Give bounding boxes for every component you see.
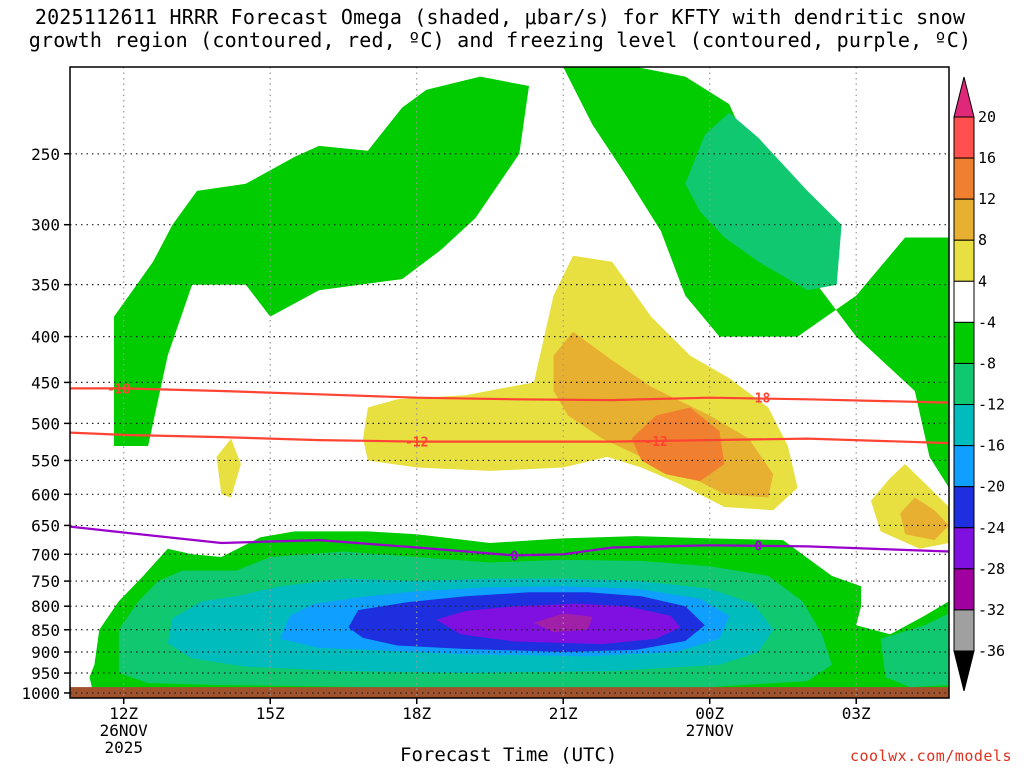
colorbar-label: -36: [978, 642, 1005, 660]
colorbar-swatch: [953, 116, 975, 159]
y-tick-label: 500: [31, 414, 60, 433]
colorbar-label: 20: [978, 108, 996, 126]
colorbar-label: 8: [978, 231, 987, 249]
x-tick-label: 00Z: [695, 704, 724, 723]
x-tick-sublabel: 2025: [104, 738, 143, 757]
chart-title-line2: growth region (contoured, red, ºC) and f…: [28, 28, 972, 52]
y-tick-label: 450: [31, 373, 60, 392]
y-tick-label: 900: [31, 643, 60, 662]
colorbar-swatch: [953, 404, 975, 447]
contour-label-minus12: -12: [644, 435, 667, 450]
colorbar-swatch: [953, 198, 975, 241]
colorbar-swatch: [953, 280, 975, 323]
y-tick-label: 350: [31, 276, 60, 295]
y-tick-label: 700: [31, 545, 60, 564]
omega-upper-right-green: [563, 67, 949, 488]
y-tick-label: 950: [31, 664, 60, 683]
omega-small-yellow: [216, 438, 241, 498]
omega-upper-left-green: [114, 76, 529, 446]
x-tick-label: 12Z: [109, 704, 138, 723]
credit-text: coolwx.com/models: [849, 747, 1012, 765]
x-tick-label: 03Z: [842, 704, 871, 723]
contour-label-minus12: -12: [405, 436, 428, 451]
colorbar-label: 12: [978, 190, 996, 208]
x-tick-label: 18Z: [402, 704, 431, 723]
omega-upper-teal: [685, 112, 842, 291]
omega-right-gold: [900, 497, 949, 541]
y-tick-label: 600: [31, 485, 60, 504]
omega-mid-orange: [631, 407, 725, 482]
chart-title-line1: 2025112611 HRRR Forecast Omega (shaded, …: [34, 5, 966, 29]
x-tick-label: 15Z: [256, 704, 285, 723]
temp-contour-line: [70, 387, 949, 404]
y-tick-label: 850: [31, 621, 60, 640]
colorbar-label: 4: [978, 272, 987, 290]
y-tick-label: 250: [31, 145, 60, 164]
colorbar-swatch: [953, 486, 975, 529]
colorbar-label: -4: [978, 313, 996, 331]
colorbar-swatch: [953, 445, 975, 488]
x-tick-label: 21Z: [549, 704, 578, 723]
colorbar-swatch: [953, 568, 975, 611]
colorbar-label: -8: [978, 354, 996, 372]
contour-label-minus18: -18: [107, 382, 131, 397]
colorbar-swatch: [953, 321, 975, 364]
contour-label-minus18: -18: [747, 392, 771, 407]
y-tick-label: 550: [31, 451, 60, 470]
chart-title: 2025112611 HRRR Forecast Omega (shaded, …: [0, 6, 1000, 52]
y-tick-label: 800: [31, 597, 60, 616]
colorbar-swatch: [953, 527, 975, 570]
temp-contour-line: [70, 431, 949, 445]
colorbar-swatch: [953, 157, 975, 200]
ground-surface: [70, 687, 949, 698]
colorbar-label: -24: [978, 519, 1005, 537]
colorbar-label: -20: [978, 478, 1005, 496]
colorbar-swatch: [953, 609, 975, 652]
y-tick-label: 1000: [21, 684, 60, 703]
y-tick-label: 750: [31, 572, 60, 591]
colorbar-extend-bottom: [953, 650, 975, 692]
x-tick-sublabel: 27NOV: [686, 721, 735, 740]
x-tick-sublabel: 26NOV: [100, 721, 149, 740]
colorbar-label: -12: [978, 396, 1005, 414]
colorbar-label: -16: [978, 437, 1005, 455]
omega-low-teal-right: [880, 613, 949, 688]
y-tick-label: 400: [31, 328, 60, 347]
contour-label-zero: 0: [510, 549, 518, 564]
colorbar-label: -28: [978, 560, 1005, 578]
colorbar-label: 16: [978, 149, 996, 167]
y-tick-label: 650: [31, 516, 60, 535]
freezing-level-line: [70, 525, 949, 557]
contour-label-zero: 0: [755, 539, 763, 554]
colorbar-extend-top: [953, 76, 975, 118]
x-axis-label: Forecast Time (UTC): [400, 744, 618, 766]
plot-area: -18 -18 -12 -12 0 0: [70, 67, 949, 698]
y-tick-label: 300: [31, 216, 60, 235]
colorbar-swatch: [953, 239, 975, 282]
colorbar-swatch: [953, 362, 975, 406]
colorbar-label: -32: [978, 601, 1005, 619]
